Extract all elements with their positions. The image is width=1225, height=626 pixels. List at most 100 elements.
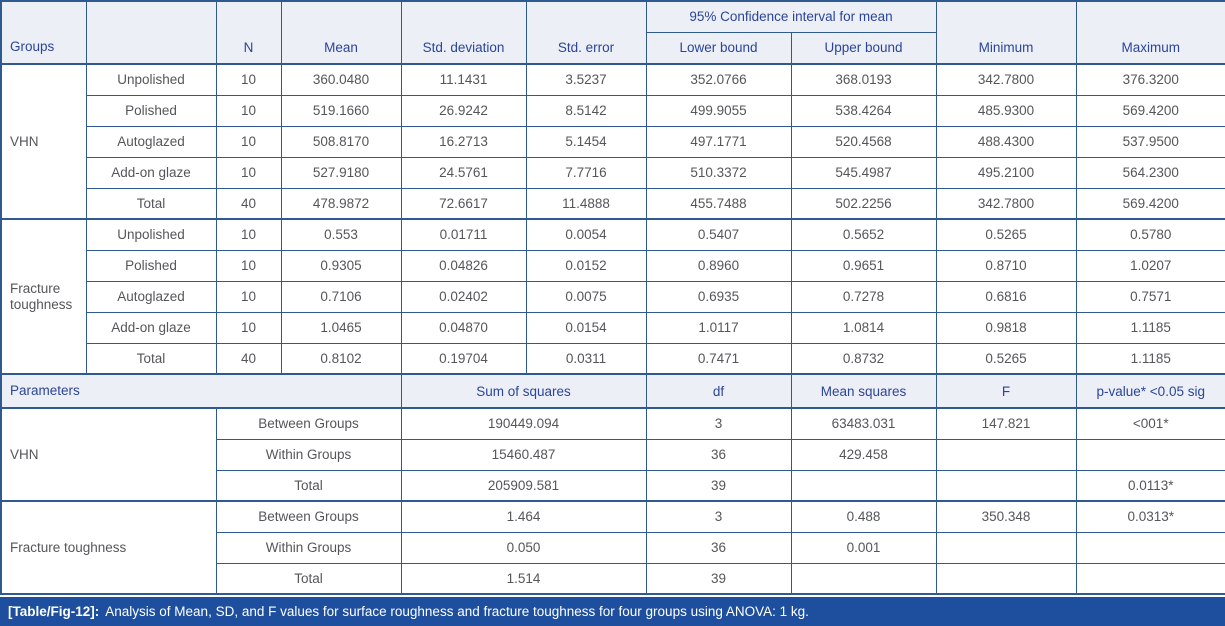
data-cell: 24.5761 (400, 156, 527, 189)
data-cell: 545.4987 (790, 156, 937, 189)
data-cell: 0.9305 (280, 249, 402, 282)
data-cell: 40 (215, 187, 282, 220)
data-cell: 0.5407 (645, 218, 792, 251)
data-cell: 0.0152 (525, 249, 647, 282)
caption-tag: [Table/Fig-12]: (8, 604, 100, 619)
data-cell: 0.0113* (1075, 469, 1225, 502)
col-header-std-deviation: Std. deviation (400, 0, 527, 65)
data-cell: 429.458 (790, 438, 937, 471)
row-label: Within Groups (215, 438, 402, 471)
data-cell: 564.2300 (1075, 156, 1225, 189)
data-cell: 360.0480 (280, 63, 402, 96)
anova-header-df: df (645, 373, 792, 409)
data-cell: 1.464 (400, 500, 647, 533)
data-cell: 376.3200 (1075, 63, 1225, 96)
table-row: Add-on glaze 10 1.0465 0.04870 0.0154 1.… (1, 311, 1225, 344)
anova-header-parameters: Parameters (0, 373, 402, 409)
col-header-mean: Mean (280, 0, 402, 65)
table-row: Fracture toughness Unpolished 10 0.553 0… (0, 218, 1225, 375)
data-cell: 527.9180 (280, 156, 402, 189)
data-cell: 0.5265 (935, 342, 1077, 375)
data-cell: 0.050 (400, 531, 647, 564)
data-cell: 0.7571 (1075, 280, 1225, 313)
data-cell: 10 (215, 94, 282, 127)
data-cell: 1.0117 (645, 311, 792, 344)
data-cell: 10 (215, 156, 282, 189)
row-label: Total (215, 469, 402, 502)
data-cell: 455.7488 (645, 187, 792, 220)
data-cell: 0.19704 (400, 342, 527, 375)
row-label: Polished (85, 249, 217, 282)
table-row: Total 1.514 39 (1, 562, 1225, 595)
data-cell: 39 (645, 562, 792, 595)
row-label: Total (215, 562, 402, 595)
data-cell: 7.7716 (525, 156, 647, 189)
row-label: Between Groups (215, 407, 402, 440)
data-cell: 569.4200 (1075, 187, 1225, 220)
col-header-n: N (215, 0, 282, 65)
data-cell: 0.8710 (935, 249, 1077, 282)
data-cell: 72.6617 (400, 187, 527, 220)
data-cell: 0.5652 (790, 218, 937, 251)
data-cell (935, 562, 1077, 595)
data-cell: 0.9651 (790, 249, 937, 282)
data-cell: 0.5265 (935, 218, 1077, 251)
data-cell: 488.4300 (935, 125, 1077, 158)
data-cell: 10 (215, 218, 282, 251)
col-header-lower-bound: Lower bound (645, 31, 792, 65)
data-cell: 0.6816 (935, 280, 1077, 313)
data-cell: 0.02402 (400, 280, 527, 313)
table-row: Total 40 0.8102 0.19704 0.0311 0.7471 0.… (1, 342, 1225, 375)
table-row: VHN Between Groups 190449.094 3 63483.03… (0, 407, 1225, 502)
data-cell: 36 (645, 531, 792, 564)
table-row: Within Groups 15460.487 36 429.458 (1, 438, 1225, 471)
row-label: Polished (85, 94, 217, 127)
data-cell: 499.9055 (645, 94, 792, 127)
row-label: Autoglazed (85, 125, 217, 158)
col-header-groups: Groups (0, 0, 87, 65)
data-cell (1075, 531, 1225, 564)
data-cell: 537.9500 (1075, 125, 1225, 158)
data-cell: 1.1185 (1075, 311, 1225, 344)
data-cell (790, 562, 937, 595)
data-cell: 26.9242 (400, 94, 527, 127)
data-cell (1075, 438, 1225, 471)
data-cell: 10 (215, 280, 282, 313)
data-cell: 508.8170 (280, 125, 402, 158)
data-cell: 0.8960 (645, 249, 792, 282)
data-cell: 485.9300 (935, 94, 1077, 127)
caption-text: Analysis of Mean, SD, and F values for s… (105, 604, 809, 619)
row-label: Add-on glaze (85, 156, 217, 189)
anova-header-sum-of-squares: Sum of squares (400, 373, 647, 409)
col-header-confidence-interval: 95% Confidence interval for mean (645, 0, 937, 33)
data-cell: 368.0193 (790, 63, 937, 96)
data-cell: 1.514 (400, 562, 647, 595)
data-cell: 0.0075 (525, 280, 647, 313)
data-cell: 569.4200 (1075, 94, 1225, 127)
data-cell: 495.2100 (935, 156, 1077, 189)
row-label: Between Groups (215, 500, 402, 533)
data-cell: 10 (215, 249, 282, 282)
table-row: Autoglazed 10 508.8170 16.2713 5.1454 49… (1, 125, 1225, 158)
col-header-std-error: Std. error (525, 0, 647, 65)
col-header-minimum: Minimum (935, 0, 1077, 65)
data-cell: 10 (215, 125, 282, 158)
data-cell: 0.7278 (790, 280, 937, 313)
data-cell: 350.348 (935, 500, 1077, 533)
row-label: Unpolished (85, 63, 217, 96)
data-cell: 11.4888 (525, 187, 647, 220)
data-cell: 0.8732 (790, 342, 937, 375)
data-cell: 11.1431 (400, 63, 527, 96)
row-group-fracture-toughness: Fracture toughness (0, 218, 87, 375)
data-cell: 5.1454 (525, 125, 647, 158)
row-label: Total (85, 187, 217, 220)
data-cell: 147.821 (935, 407, 1077, 440)
data-cell: 478.9872 (280, 187, 402, 220)
data-cell (790, 469, 937, 502)
data-cell: 10 (215, 63, 282, 96)
data-cell: 342.7800 (935, 63, 1077, 96)
data-cell: 342.7800 (935, 187, 1077, 220)
data-cell: 519.1660 (280, 94, 402, 127)
data-cell: 190449.094 (400, 407, 647, 440)
table-row: Fracture toughness Between Groups 1.464 … (0, 500, 1225, 595)
